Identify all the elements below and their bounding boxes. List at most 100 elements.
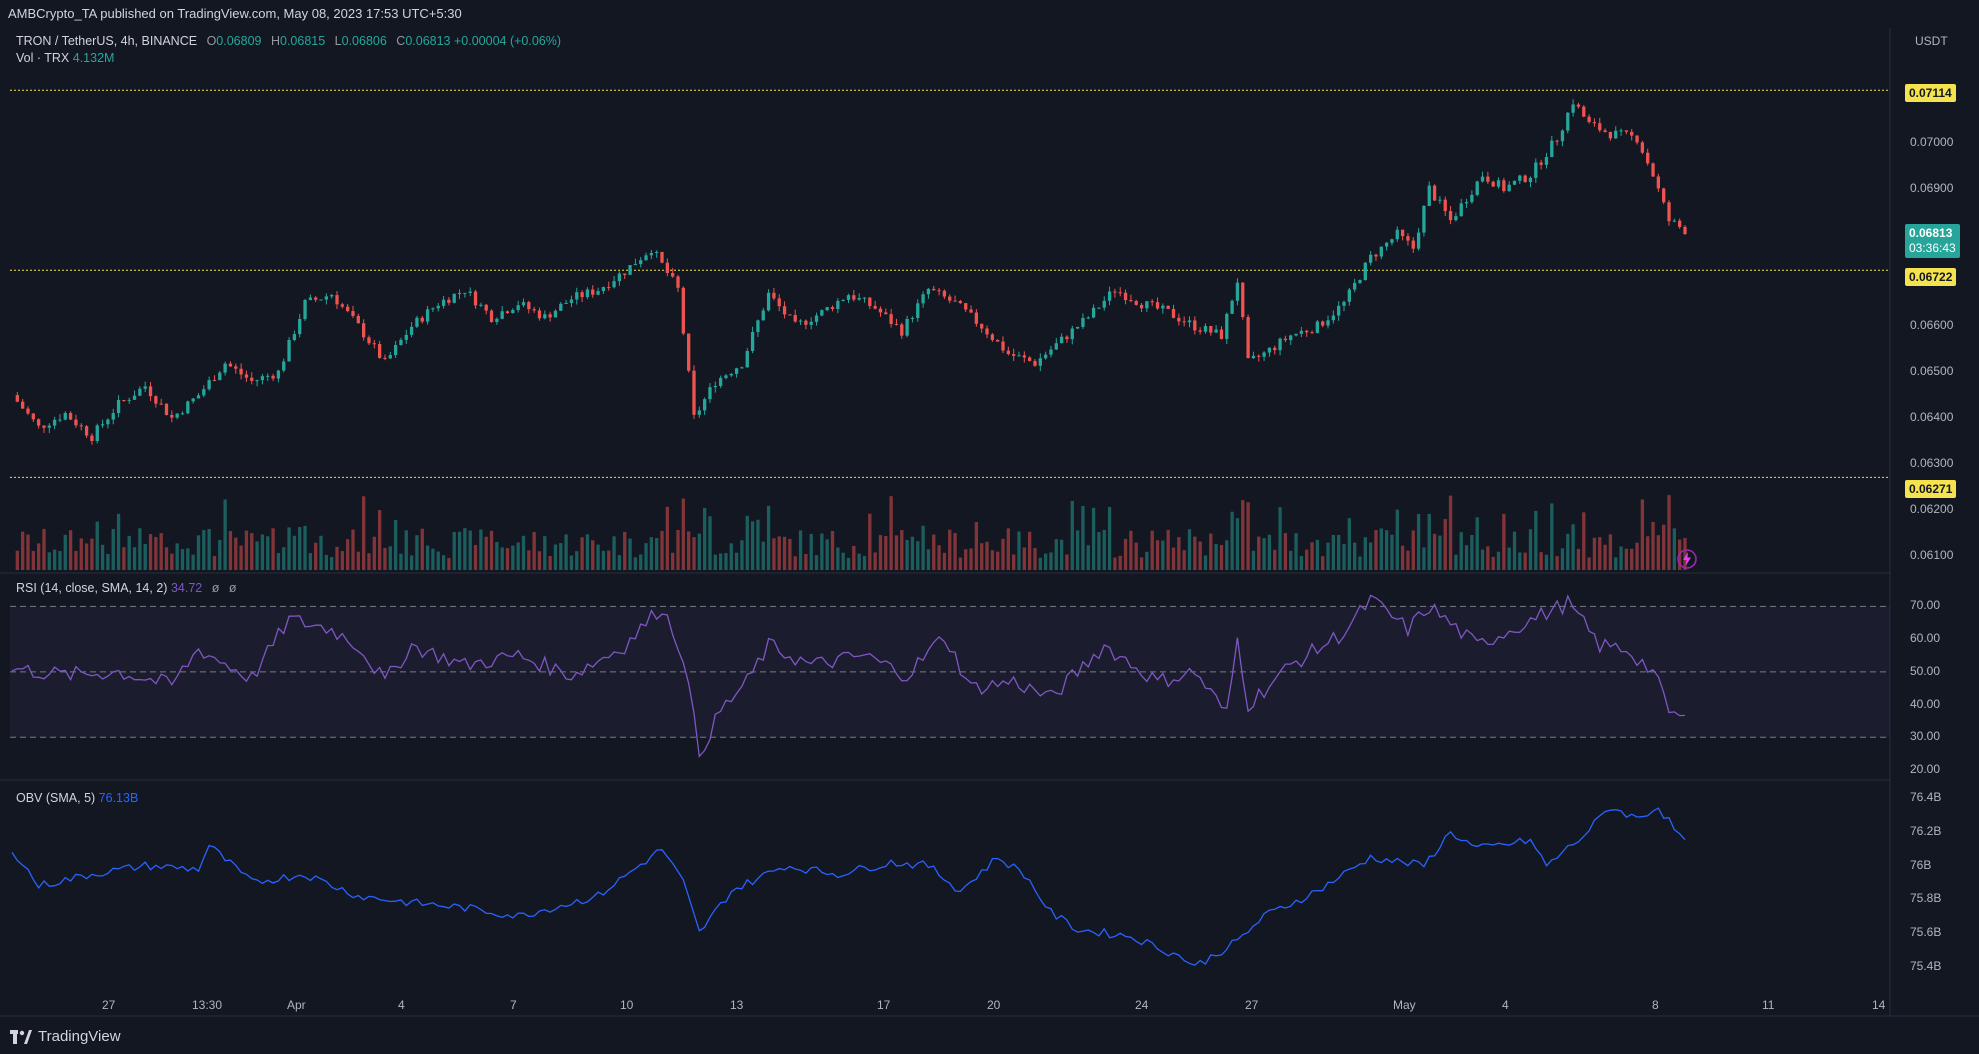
- candle-body: [399, 339, 403, 346]
- candle-body: [436, 305, 440, 309]
- candle-body: [84, 426, 89, 436]
- volume-bar: [1241, 500, 1245, 570]
- volume-bar: [1289, 550, 1293, 570]
- candle-body: [564, 302, 568, 304]
- volume-bar: [543, 536, 547, 570]
- candle-body: [1001, 341, 1005, 351]
- volume-bar: [692, 537, 696, 570]
- candle-body: [1438, 199, 1442, 201]
- candle-body: [479, 304, 483, 306]
- candle-body: [862, 297, 867, 299]
- obv-tick-label: 76B: [1910, 857, 1932, 872]
- candle-body: [1310, 332, 1314, 334]
- volume-bar: [1422, 547, 1426, 570]
- volume-bar: [937, 545, 941, 570]
- volume-bar: [1203, 555, 1208, 570]
- high-label: H: [270, 34, 280, 48]
- candle-body: [809, 321, 813, 325]
- volume-bar: [457, 531, 462, 570]
- candle-body: [660, 251, 664, 263]
- candle-body: [1528, 177, 1533, 182]
- volume-bar: [308, 553, 313, 570]
- volume-bar: [1683, 537, 1687, 570]
- volume-bar: [1507, 547, 1511, 570]
- candle-body: [612, 281, 616, 288]
- candle-body: [1347, 289, 1351, 302]
- candle-body: [223, 363, 227, 373]
- level-tag-top: 0.07114: [1905, 84, 1956, 102]
- candle-body: [377, 344, 382, 358]
- volume-bar: [148, 534, 153, 570]
- candle-body: [1235, 282, 1240, 301]
- volume-bar: [84, 543, 89, 570]
- candle-body: [122, 400, 126, 402]
- candle-body: [330, 295, 334, 297]
- volume-bar: [218, 539, 222, 570]
- candle-body: [873, 305, 877, 309]
- volume-bar: [916, 541, 920, 570]
- volume-bar: [521, 535, 526, 570]
- volume-bar: [271, 528, 275, 570]
- volume-bar: [1107, 506, 1112, 570]
- high-value: 0.06815: [280, 34, 326, 48]
- volume-bar: [665, 506, 669, 570]
- candle-body: [1299, 330, 1304, 334]
- candle-body: [1368, 254, 1373, 263]
- volume-bar: [894, 535, 899, 570]
- volume-bar: [1384, 530, 1389, 570]
- volume-legend[interactable]: Vol · TRX 4.132M: [16, 51, 114, 65]
- rsi-legend[interactable]: RSI (14, close, SMA, 14, 2) 34.72 ø ø: [16, 581, 236, 595]
- lightning-icon[interactable]: [1676, 548, 1698, 570]
- candle-body: [1006, 350, 1010, 355]
- volume-bar: [1182, 550, 1186, 570]
- volume-bar: [1432, 533, 1437, 570]
- candle-body: [15, 395, 19, 402]
- volume-bar: [372, 536, 376, 570]
- time-tick-label: 14: [1872, 998, 1886, 1012]
- volume-bar: [1043, 553, 1048, 570]
- volume-bar: [1619, 546, 1623, 570]
- candle-body: [1182, 321, 1186, 323]
- candle-body: [1608, 131, 1613, 139]
- volume-bar: [617, 555, 622, 570]
- level-tag-mid: 0.06722: [1905, 268, 1957, 286]
- candle-body: [1587, 116, 1591, 123]
- volume-label: Vol · TRX: [16, 51, 70, 65]
- candle-body: [1400, 229, 1405, 237]
- candle-body: [798, 320, 803, 322]
- candle-body: [1118, 292, 1122, 294]
- volume-bar: [750, 521, 755, 570]
- candle-body: [393, 345, 398, 356]
- tradingview-brand[interactable]: TradingView: [10, 1028, 121, 1045]
- volume-bar: [830, 530, 835, 570]
- volume-bar: [1022, 547, 1026, 570]
- candle-body: [170, 415, 174, 418]
- volume-bar: [1502, 513, 1506, 570]
- volume-bar: [1614, 557, 1618, 570]
- volume-bar: [1267, 534, 1272, 570]
- volume-bar: [1491, 556, 1495, 570]
- obv-legend[interactable]: OBV (SMA, 5) 76.13B: [16, 791, 138, 805]
- obv-tick-label: 76.4B: [1910, 790, 1942, 805]
- candle-body: [1059, 336, 1064, 344]
- volume-bar: [852, 545, 856, 570]
- candle-body: [143, 386, 147, 389]
- time-tick-label: 10: [620, 998, 634, 1012]
- volume-bar: [500, 547, 504, 570]
- candle-body: [1603, 130, 1607, 132]
- candle-body: [1507, 184, 1511, 192]
- candle-body: [846, 295, 851, 300]
- candle-body: [154, 396, 158, 404]
- volume-bar: [223, 499, 227, 570]
- candle-body: [127, 399, 131, 401]
- volume-bar: [921, 525, 925, 570]
- volume-bar: [1475, 517, 1479, 570]
- candle-body: [111, 413, 115, 420]
- volume-bar: [489, 530, 494, 570]
- candle-body: [633, 264, 638, 266]
- candle-body: [905, 318, 909, 336]
- candle-body: [1475, 181, 1479, 195]
- symbol-legend[interactable]: TRON / TetherUS, 4h, BINANCE O0.06809 H0…: [16, 34, 561, 48]
- volume-bar: [404, 530, 408, 570]
